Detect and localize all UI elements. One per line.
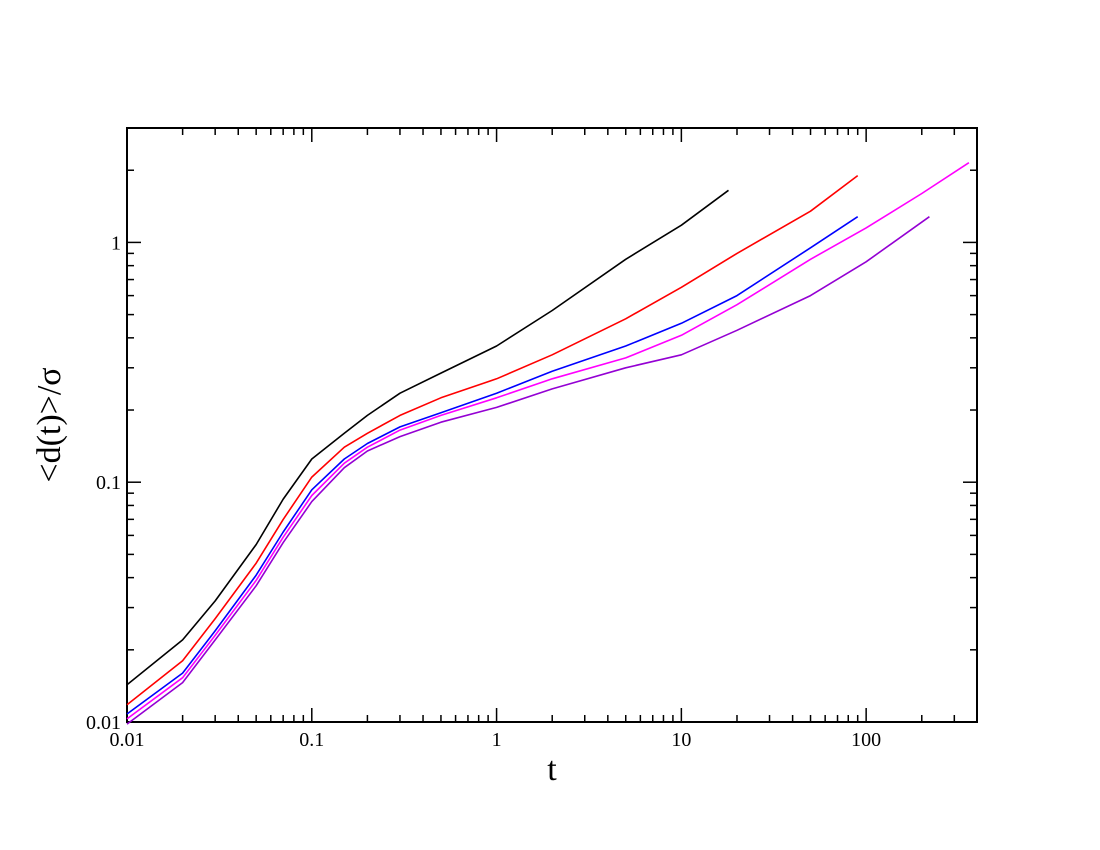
y-tick-label: 0.01 bbox=[86, 712, 121, 734]
y-tick-label: 0.1 bbox=[96, 472, 121, 494]
series-line bbox=[126, 174, 859, 706]
x-tick-label: 10 bbox=[671, 729, 691, 751]
x-tick-label: 1 bbox=[492, 729, 502, 751]
series-line bbox=[126, 216, 859, 715]
x-axis-label: t bbox=[547, 751, 557, 788]
y-axis-label: <d(t)>/σ bbox=[31, 367, 68, 482]
series-line bbox=[126, 216, 930, 725]
series-line bbox=[126, 162, 970, 720]
x-tick-label: 0.1 bbox=[299, 729, 324, 751]
x-tick-label: 0.01 bbox=[110, 729, 145, 751]
series-line bbox=[126, 189, 729, 686]
y-tick-label: 1 bbox=[111, 232, 121, 254]
plot-frame bbox=[126, 127, 978, 723]
x-tick-label: 100 bbox=[851, 729, 881, 751]
